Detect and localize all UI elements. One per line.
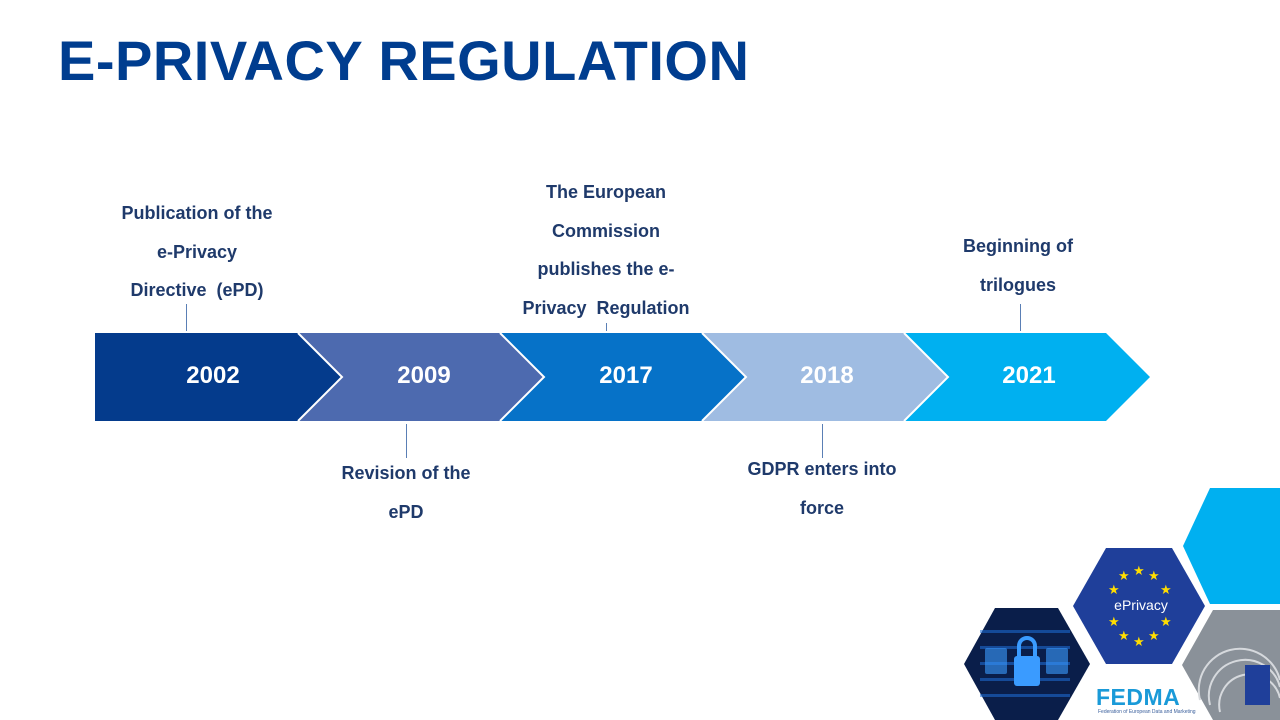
event-line: force xyxy=(799,497,844,518)
fedma-logo-subtitle: Federation of European Data and Marketin… xyxy=(1098,709,1196,715)
year-2018: 2018 xyxy=(800,362,854,389)
arrow-segment-2021 xyxy=(904,333,1150,421)
fedma-logo xyxy=(1080,668,1198,720)
svg-text:★: ★ xyxy=(1118,629,1130,644)
event-label-2002: Publication of the e-Privacy Directive (… xyxy=(92,194,302,310)
svg-text:★: ★ xyxy=(1148,629,1160,644)
event-line: Revision of the xyxy=(341,463,471,483)
connector-2018 xyxy=(822,424,823,458)
year-2017: 2017 xyxy=(599,362,653,389)
arrow-segment-2018 xyxy=(702,333,948,421)
event-label-2018: GDPR enters into force xyxy=(712,450,932,527)
event-line: ePD xyxy=(388,501,424,522)
year-2002: 2002 xyxy=(186,362,240,389)
event-line: Privacy Regulation xyxy=(522,297,690,318)
svg-text:★: ★ xyxy=(1108,615,1120,630)
connector-2021 xyxy=(1020,304,1021,331)
year-2009: 2009 xyxy=(397,362,451,389)
event-line: Directive (ePD) xyxy=(130,280,264,300)
fedma-logo-text: FEDMA xyxy=(1096,684,1181,710)
year-2021: 2021 xyxy=(1002,362,1056,389)
svg-text:★: ★ xyxy=(1108,583,1120,598)
event-line: trilogues xyxy=(979,274,1056,295)
page-title: E-PRIVACY REGULATION xyxy=(58,29,750,92)
connector-2002 xyxy=(186,304,187,331)
event-line: GDPR enters into xyxy=(747,459,897,479)
eprivacy-badge: ePrivacy xyxy=(1114,597,1168,613)
event-line: Commission xyxy=(551,220,661,241)
event-line: publishes the e- xyxy=(537,259,675,279)
event-label-2017: The European Commission publishes the e-… xyxy=(496,173,716,327)
event-line: e-Privacy xyxy=(156,241,238,262)
svg-text:★: ★ xyxy=(1148,569,1160,584)
event-label-2021: Beginning of trilogues xyxy=(918,227,1118,304)
svg-text:★: ★ xyxy=(1160,615,1172,630)
svg-text:★: ★ xyxy=(1133,564,1145,579)
svg-text:★: ★ xyxy=(1160,583,1172,598)
event-line: The European xyxy=(545,182,666,202)
arrow-segment-2002 xyxy=(95,333,342,421)
arrow-segment-2017 xyxy=(500,333,746,421)
event-line: Beginning of xyxy=(963,236,1073,256)
eu-stars-icon xyxy=(1073,548,1205,664)
event-line: Publication of the xyxy=(121,203,273,223)
event-label-2009: Revision of the ePD xyxy=(306,454,506,531)
hexagon-light-blue xyxy=(1183,488,1280,604)
svg-text:★: ★ xyxy=(1118,569,1130,584)
connector-2009 xyxy=(406,424,407,458)
svg-text:★: ★ xyxy=(1133,635,1145,650)
arrow-segment-2009 xyxy=(298,333,544,421)
connector-2017 xyxy=(606,323,607,331)
